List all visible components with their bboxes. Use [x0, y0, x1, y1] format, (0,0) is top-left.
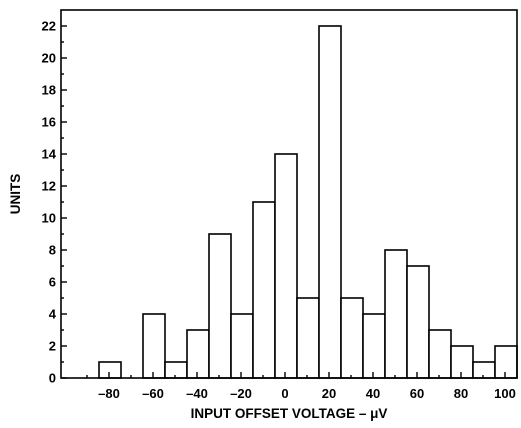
histogram-bar: [318, 25, 342, 379]
histogram-bar: [362, 313, 386, 379]
histogram-bar: [208, 233, 232, 379]
y-tick-label: 8: [49, 243, 56, 258]
y-tick-label: 18: [42, 83, 56, 98]
histogram-bar: [494, 345, 518, 379]
histogram-bar: [384, 249, 408, 379]
histogram-bar: [296, 297, 320, 379]
y-axis-ticks: 0 2 4 6 8 10 12 14 16 18 20 22: [42, 19, 67, 386]
x-tick-label: 20: [322, 386, 336, 401]
histogram-bar: [274, 153, 298, 379]
histogram-bar: [340, 297, 364, 379]
y-tick-label: 6: [49, 275, 56, 290]
histogram-bar: [186, 329, 210, 379]
x-tick-label: 80: [454, 386, 468, 401]
histogram-bar: [450, 345, 474, 379]
x-tick-label: –80: [98, 386, 120, 401]
plot-frame: [60, 9, 518, 379]
histogram-bar: [164, 361, 188, 379]
x-tick-label: –40: [186, 386, 208, 401]
x-tick-label: 0: [281, 386, 288, 401]
y-tick-label: 10: [42, 211, 56, 226]
y-axis-title: UNITS: [8, 174, 23, 215]
y-tick-label: 0: [49, 371, 56, 386]
y-tick-label: 4: [49, 307, 57, 322]
histogram-bars: [98, 25, 518, 379]
y-tick-label: 20: [42, 51, 56, 66]
x-axis-ticks: –80 –60 –40 –20 0 20 40 60 80 100: [86, 372, 516, 401]
histogram-bar: [428, 329, 452, 379]
histogram-bar: [406, 265, 430, 379]
x-tick-label: 40: [366, 386, 380, 401]
x-tick-label: –20: [230, 386, 252, 401]
y-tick-label: 14: [42, 147, 57, 162]
x-axis-title: INPUT OFFSET VOLTAGE – μV: [191, 406, 388, 421]
y-tick-label: 22: [42, 19, 56, 34]
histogram-bar: [252, 201, 276, 379]
x-tick-label: 100: [494, 386, 516, 401]
y-tick-label: 16: [42, 115, 56, 130]
histogram-bar: [142, 313, 166, 379]
histogram-bar: [98, 361, 122, 379]
y-tick-label: 12: [42, 179, 56, 194]
histogram-bar: [230, 313, 254, 379]
histogram-bar: [472, 361, 496, 379]
x-tick-label: 60: [410, 386, 424, 401]
x-tick-label: –60: [142, 386, 164, 401]
y-tick-label: 2: [49, 339, 56, 354]
